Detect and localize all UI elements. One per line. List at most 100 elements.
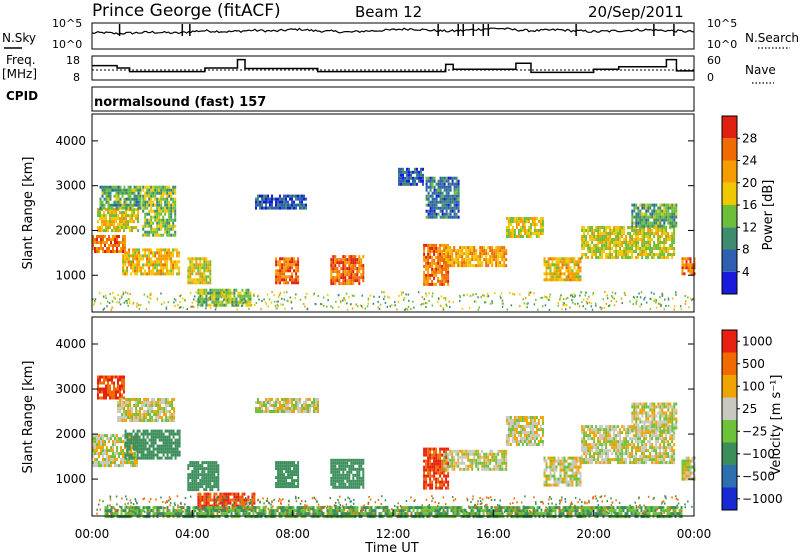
- range-gate-cell: [643, 250, 646, 253]
- range-gate-cell: [126, 272, 129, 276]
- range-gate-cell: [423, 471, 426, 475]
- range-gate-cell: [124, 251, 127, 255]
- range-gate-cell: [503, 255, 506, 259]
- range-gate-cell: [168, 269, 171, 273]
- range-gate-cell: [653, 247, 656, 250]
- range-gate-cell: [659, 221, 662, 225]
- range-gate-cell: [157, 404, 160, 407]
- range-gate-cell: [593, 235, 596, 238]
- range-gate-cell: [449, 258, 452, 262]
- range-gate-cell: [447, 182, 450, 186]
- range-gate-cell: [336, 270, 339, 274]
- range-gate-cell: [346, 461, 349, 465]
- range-gate-cell: [342, 473, 345, 477]
- range-gate-cell: [265, 200, 267, 204]
- range-gate-cell: [105, 294, 107, 297]
- colorbar-segment: [722, 227, 737, 250]
- range-gate-cell: [191, 269, 194, 273]
- range-gate-cell: [615, 229, 618, 232]
- range-gate-cell: [156, 251, 159, 255]
- range-gate-cell: [297, 410, 299, 413]
- range-gate-cell: [515, 223, 518, 226]
- range-gate-cell: [657, 232, 660, 235]
- range-gate-cell: [360, 264, 363, 268]
- range-gate-cell: [683, 257, 686, 261]
- range-gate-cell: [270, 301, 273, 304]
- range-gate-cell: [573, 275, 576, 279]
- range-gate-cell: [212, 304, 215, 307]
- range-gate-cell: [437, 456, 440, 460]
- range-gate-cell: [485, 264, 488, 268]
- range-gate-cell: [97, 384, 99, 388]
- range-gate-cell: [681, 257, 684, 261]
- range-gate-cell: [129, 200, 132, 204]
- range-gate-cell: [301, 203, 303, 207]
- range-gate-cell: [100, 241, 102, 244]
- range-gate-cell: [501, 246, 504, 250]
- range-gate-cell: [166, 203, 169, 207]
- range-gate-cell: [647, 209, 650, 213]
- range-gate-cell: [110, 308, 112, 311]
- range-gate-cell: [332, 473, 335, 477]
- range-gate-cell: [569, 306, 571, 309]
- range-gate-cell: [655, 224, 658, 228]
- range-gate-cell: [451, 194, 454, 198]
- range-gate-cell: [573, 263, 576, 267]
- range-gate-cell: [502, 302, 504, 305]
- range-gate-cell: [303, 407, 305, 410]
- range-gate-cell: [92, 464, 94, 468]
- range-gate-cell: [425, 276, 428, 280]
- range-gate-cell: [159, 407, 162, 410]
- range-gate-cell: [209, 498, 212, 502]
- range-gate-cell: [193, 470, 196, 474]
- range-gate-cell: [293, 200, 295, 204]
- range-gate-cell: [112, 449, 114, 453]
- range-gate-cell: [163, 401, 166, 404]
- range-gate-cell: [127, 292, 129, 295]
- range-gate-cell: [358, 470, 361, 474]
- range-gate-cell: [429, 188, 432, 192]
- range-gate-cell: [473, 452, 476, 456]
- range-gate-cell: [209, 263, 212, 267]
- range-gate-cell: [649, 308, 652, 310]
- range-gate-cell: [423, 302, 425, 305]
- range-gate-cell: [657, 238, 660, 241]
- range-gate-cell: [344, 485, 347, 489]
- range-gate-cell: [624, 293, 626, 296]
- range-gate-cell: [143, 416, 146, 419]
- range-gate-cell: [317, 404, 319, 407]
- range-gate-cell: [559, 269, 562, 273]
- range-gate-cell: [671, 244, 674, 247]
- range-gate-cell: [160, 269, 163, 273]
- range-gate-cell: [433, 252, 436, 256]
- range-gate-cell: [114, 241, 116, 244]
- range-gate-cell: [293, 410, 295, 413]
- range-gate-cell: [350, 482, 353, 486]
- range-gate-cell: [136, 254, 139, 258]
- range-gate-cell: [176, 453, 179, 457]
- range-gate-cell: [433, 282, 436, 286]
- range-gate-cell: [168, 432, 171, 436]
- range-gate-cell: [129, 416, 132, 419]
- range-gate-cell: [623, 232, 626, 235]
- range-gate-cell: [165, 401, 168, 404]
- range-gate-cell: [585, 253, 588, 256]
- range-gate-cell: [591, 250, 594, 253]
- range-gate-cell: [215, 467, 218, 471]
- range-gate-cell: [398, 170, 400, 174]
- range-gate-cell: [437, 480, 440, 484]
- range-gate-cell: [124, 435, 127, 439]
- range-gate-cell: [140, 266, 143, 270]
- range-gate-cell: [481, 264, 484, 268]
- range-gate-cell: [133, 200, 136, 204]
- range-gate-cell: [459, 249, 462, 253]
- range-gate-cell: [265, 303, 268, 306]
- range-gate-cell: [283, 200, 285, 204]
- range-gate-cell: [559, 275, 562, 279]
- range-gate-cell: [143, 293, 146, 296]
- range-gate-cell: [127, 206, 130, 210]
- range-gate-cell: [527, 232, 530, 235]
- range-gate-cell: [267, 197, 269, 201]
- range-gate-cell: [172, 221, 175, 225]
- range-gate-cell: [215, 300, 218, 304]
